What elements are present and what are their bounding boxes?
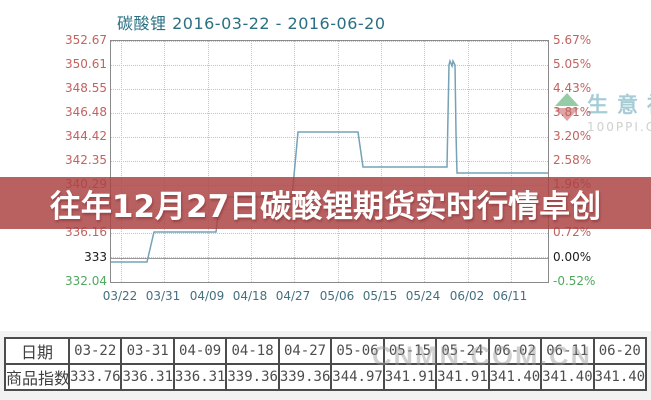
v-gridline [251, 41, 252, 282]
v-gridline [468, 41, 469, 282]
v-gridline [381, 41, 382, 282]
diamond-bottom-icon [555, 108, 579, 121]
left-axis-label: 342.35 [65, 153, 107, 167]
h-gridline [111, 257, 548, 258]
x-axis-label: 04/27 [275, 289, 311, 303]
table-value-cell: 341.91 [435, 363, 490, 391]
right-axis-label: 2.58% [553, 153, 592, 167]
chart-plot-area: 生意社 100PPI.COM [110, 40, 651, 283]
right-axis-label: 4.43% [553, 81, 592, 95]
table-date-cell: 04-09 [172, 337, 228, 365]
table-date-cell: 06-11 [540, 337, 595, 365]
left-axis-label: 348.55 [65, 81, 107, 95]
table-header-index: 商品指数 [4, 363, 70, 391]
right-axis-label: 0.00% [553, 250, 592, 264]
left-axis-label: 333 [84, 250, 107, 264]
table-value-cell: 333.76 [67, 363, 123, 391]
diamond-top-icon [555, 93, 579, 106]
table-value-cell: 341.40 [487, 363, 543, 391]
price-index-table: 日期 03-22 03-31 04-09 04-18 04-27 05-06 05-15 05… [4, 337, 648, 391]
x-axis-label: 05/06 [319, 289, 355, 303]
v-gridline [208, 41, 209, 282]
x-axis-label: 04/09 [189, 289, 225, 303]
x-axis-label: 05/24 [405, 289, 441, 303]
x-axis-label: 06/11 [492, 289, 528, 303]
table-value-cell: 341.40 [592, 363, 648, 391]
ppi-watermark-text: 生意社 100PPI.COM [587, 89, 651, 134]
ppi-brand: 生意社 [587, 93, 651, 117]
x-axis-label: 05/15 [362, 289, 398, 303]
right-axis-label: -0.52% [553, 274, 596, 288]
ppi-diamond-logo-icon [555, 93, 579, 121]
h-gridline [111, 113, 548, 114]
price-line-svg [111, 58, 548, 263]
table-value-cell: 339.36 [277, 363, 333, 391]
v-gridline [164, 41, 165, 282]
h-gridline [111, 41, 548, 42]
table-date-cell: 03-31 [120, 337, 175, 365]
x-axis-label: 06/02 [449, 289, 485, 303]
table-date-cell: 05-06 [330, 337, 385, 365]
ppi-site: 100PPI.COM [587, 120, 651, 134]
chart-title: 碳酸锂 2016-03-22 - 2016-06-20 [117, 14, 386, 33]
headline-banner-text: 往年12月27日碳酸锂期货实时行情卓创 [49, 188, 602, 225]
table-date-cell: 05-15 [382, 337, 438, 365]
h-gridline [111, 233, 548, 234]
table-row-values: 商品指数 333.76 336.31 336.31 339.36 339.36 344.9… [4, 363, 648, 391]
table-date-cell: 05-24 [435, 337, 490, 365]
ppi-watermark: 生意社 100PPI.COM [555, 89, 651, 134]
table-row-dates: 日期 03-22 03-31 04-09 04-18 04-27 05-06 05-15 05… [4, 337, 648, 365]
table-value-cell: 336.31 [120, 363, 175, 391]
table-value-cell: 341.40 [540, 363, 595, 391]
headline-banner: 往年12月27日碳酸锂期货实时行情卓创 [0, 177, 651, 229]
v-gridline [338, 41, 339, 282]
v-gridline [121, 41, 122, 282]
left-axis-label: 332.04 [65, 274, 107, 288]
h-gridline [111, 65, 548, 66]
right-axis-label: 5.05% [553, 57, 592, 71]
table-date-cell: 06-02 [487, 337, 543, 365]
price-line [111, 58, 548, 263]
table-value-cell: 339.36 [225, 363, 280, 391]
h-gridline [111, 137, 548, 138]
cnmn-watermark: CNMN.COM.CN [372, 341, 592, 371]
table-date-cell: 04-18 [225, 337, 280, 365]
v-gridline [424, 41, 425, 282]
table-header-date: 日期 [4, 337, 70, 365]
v-gridline [294, 41, 295, 282]
right-axis-label: 3.20% [553, 129, 592, 143]
table-date-cell: 06-20 [592, 337, 648, 365]
left-axis-label: 344.42 [65, 129, 107, 143]
x-axis-label: 03/22 [102, 289, 138, 303]
left-axis-label: 352.67 [65, 33, 107, 47]
table-value-cell: 341.91 [382, 363, 438, 391]
table-date-cell: 04-27 [277, 337, 333, 365]
table-value-cell: 344.97 [330, 363, 385, 391]
h-gridline [111, 89, 548, 90]
base-price-reference-line [111, 258, 548, 259]
table-value-cell: 336.31 [172, 363, 228, 391]
right-axis-label: 3.81% [553, 105, 592, 119]
right-axis-label: 5.67% [553, 33, 592, 47]
table-date-cell: 03-22 [67, 337, 123, 365]
left-axis-label: 350.61 [65, 57, 107, 71]
h-gridline [111, 161, 548, 162]
left-axis-label: 346.48 [65, 105, 107, 119]
x-axis-label: 03/31 [145, 289, 181, 303]
x-axis-label: 04/18 [232, 289, 268, 303]
v-gridline [511, 41, 512, 282]
